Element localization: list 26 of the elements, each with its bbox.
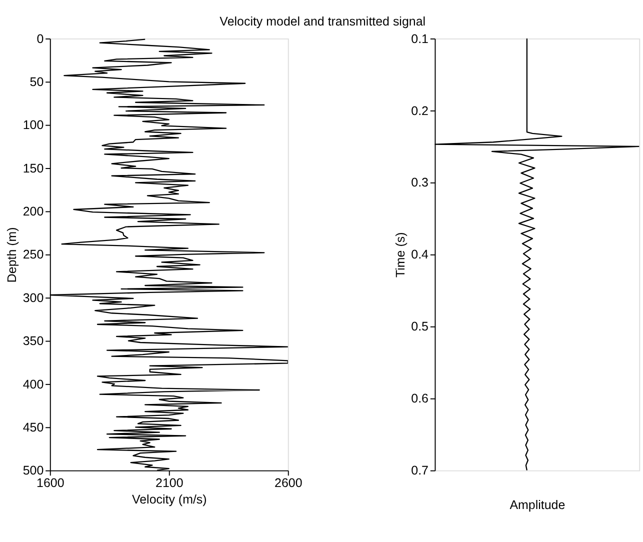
y-tick-label: 500 <box>22 464 44 478</box>
y-tick-label: 200 <box>22 204 44 219</box>
y-tick-label: 0.5 <box>411 320 429 334</box>
y-tick-label: 100 <box>22 118 44 132</box>
y-tick-label: 300 <box>22 290 44 305</box>
x-tick-label: 2100 <box>156 476 184 490</box>
y-tick-label: 350 <box>22 334 44 348</box>
y-axis-title: Depth (m) <box>5 227 20 283</box>
y-tick-label: 0.6 <box>411 392 429 406</box>
x-tick-label: 1600 <box>36 476 64 490</box>
x-axis-title: Velocity (m/s) <box>132 492 207 506</box>
y-tick-label: 0.3 <box>411 176 429 190</box>
y-axis-title: Time (s) <box>393 232 408 278</box>
y-tick-label: 400 <box>22 377 44 392</box>
y-tick-label: 0.7 <box>411 464 429 478</box>
y-tick-label: 0.2 <box>411 104 429 118</box>
x-tick-label: 2600 <box>274 476 302 490</box>
y-tick-label: 0 <box>36 32 44 46</box>
y-tick-label: 0.4 <box>411 248 429 262</box>
y-tick-label: 150 <box>22 161 44 176</box>
y-tick-label: 250 <box>22 248 44 262</box>
x-axis-title: Amplitude <box>510 498 566 512</box>
text: Velocity model and transmitted signal <box>220 14 426 29</box>
y-tick-label: 50 <box>30 74 44 89</box>
y-tick-label: 0.1 <box>411 32 429 46</box>
y-tick-label: 450 <box>22 420 44 434</box>
